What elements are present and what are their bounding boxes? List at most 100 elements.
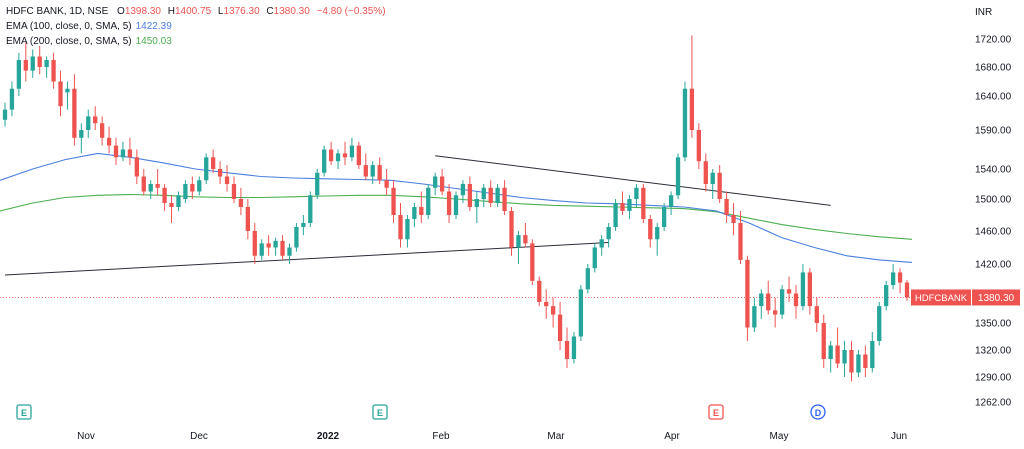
candle [703,153,708,192]
candle-body [481,187,486,199]
trendline-0 [4,242,609,276]
candle-body [419,207,424,215]
candle [9,81,15,117]
low-label: L [217,6,224,17]
event-letter: D [815,408,822,418]
high-value: 1400.75 [174,6,212,17]
candle [65,81,70,110]
candle-body [176,195,181,207]
candle-body [370,165,375,177]
candle [606,223,611,248]
x-tick-label: Mar [547,431,565,442]
candle [349,137,355,162]
earnings-marker: E [708,404,724,420]
candle [453,191,459,219]
candle-body [606,227,611,240]
candle [315,169,320,199]
candle [537,276,542,307]
candle [495,184,500,207]
candle [405,215,410,248]
candle [710,169,715,199]
candle [384,169,389,196]
candle-body [557,314,563,341]
candle [99,116,105,146]
candle [856,350,861,377]
earnings-marker: E [16,404,32,420]
candle-body [696,130,701,162]
y-tick-label: 1350.00 [975,319,1012,330]
candle [58,70,63,117]
candle-body [433,176,438,188]
x-tick-label: Dec [190,431,208,442]
candle-body [655,227,660,240]
candle-body [509,211,514,248]
candle [16,53,22,96]
candle-body [224,176,230,184]
candle-body [148,184,153,192]
candle [23,42,28,82]
candle-body [634,187,639,199]
candle [516,231,521,264]
candle-body [245,207,250,231]
candle-body [439,176,445,192]
candle [779,285,785,319]
candle [176,191,181,211]
candle-body [502,187,507,211]
candle-body [641,187,646,219]
open-value: 1398.30 [124,6,161,17]
time-axis[interactable]: Nov Dec 2022 Feb Mar Apr May Jun [77,431,907,442]
candle [634,184,639,207]
candle [328,141,334,166]
ema100-line [0,152,913,263]
candle [426,184,431,219]
candle-body [849,350,854,373]
candle [169,195,174,223]
earnings-icon [372,404,388,420]
candle [655,223,660,256]
candle [745,255,750,341]
candle-body [315,172,320,196]
candle-body [800,272,806,307]
candle-body [93,116,98,124]
candle [620,191,625,215]
candle-body [44,60,49,67]
candle-body [578,289,584,337]
candle [509,207,514,256]
candle [37,46,42,75]
candle [849,341,854,382]
candle [266,235,271,256]
candle [786,276,792,302]
candle-body [16,60,22,89]
y-tick-label: 1262.00 [975,398,1012,409]
candle-body [689,88,695,130]
candle-body [884,285,889,307]
candle [183,180,188,203]
candle-body [162,187,167,203]
y-tick-label: 1290.00 [975,373,1012,384]
candle [106,126,112,154]
candle [86,109,91,138]
low-value: 1376.30 [223,6,260,17]
symbol-badge-text: HDFCBANK [915,293,968,304]
candle [530,239,535,286]
candle [51,53,56,89]
candle-body [662,207,667,227]
candle [821,314,826,368]
candle [238,187,244,215]
ema100-label: EMA (100, close, 0, SMA, 5) [6,21,132,32]
candle [162,184,167,211]
candle-body [51,60,56,82]
candle [113,137,119,166]
candle [828,341,833,373]
candle-body [231,184,237,199]
x-tick-label: Feb [432,431,450,442]
candle [148,180,153,199]
candle-body [217,169,223,177]
price-axis[interactable]: INR 1720.00 1680.00 1640.00 1590.00 1540.00 15… [975,7,1012,409]
candle [44,56,49,78]
candle-body [169,203,174,207]
x-tick-label: Apr [664,431,680,442]
candle-body [724,199,729,215]
candle [197,176,202,196]
